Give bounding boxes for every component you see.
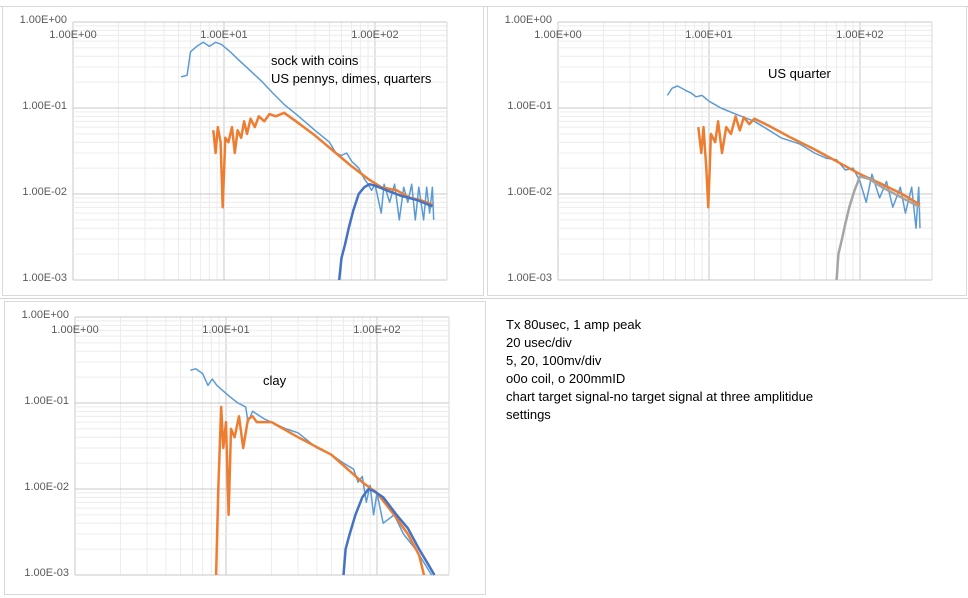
series-line-target-no-target[interactable] (697, 115, 921, 209)
plot-area (72, 21, 448, 281)
note-line: chart target signal-no target signal at … (506, 389, 814, 404)
series-line-no-target[interactable] (342, 487, 436, 576)
chart-annotation[interactable]: sock with coins US pennys, dimes, quarter… (271, 52, 431, 88)
x-tick-label: 1.00E+02 (836, 29, 884, 41)
y-tick-label: 1.00E+00 (19, 14, 67, 26)
series-line-no-target[interactable] (835, 175, 921, 281)
annotation-line: clay (263, 373, 287, 388)
x-tick-label: 1.00E+00 (534, 29, 582, 41)
y-tick-label: 1.00E-01 (507, 100, 552, 112)
y-tick-label: 1.00E-01 (24, 395, 69, 407)
x-tick-label: 1.00E+02 (353, 324, 401, 336)
y-tick-label: 1.00E-03 (507, 272, 552, 284)
note-line: Tx 80usec, 1 amp peak (506, 317, 642, 332)
y-tick-label: 1.00E-01 (22, 100, 67, 112)
series-line-signal[interactable] (180, 41, 435, 221)
chart-sock-with-coins[interactable]: 1.00E+00 1.00E-01 1.00E-02 1.00E-03 1.00E+00… (2, 6, 484, 296)
y-tick-label: 1.00E+00 (21, 309, 69, 321)
x-tick-label: 1.00E+01 (202, 324, 250, 336)
y-tick-label: 1.00E+00 (504, 14, 552, 26)
series-line-target-no-target[interactable] (214, 405, 426, 576)
note-line: 5, 20, 100mv/div (506, 353, 602, 368)
spreadsheet-row-top (0, 0, 968, 7)
y-tick-label: 1.00E-02 (507, 186, 552, 198)
x-tick-label: 1.00E+00 (51, 324, 99, 336)
annotation-line: US quarter (768, 66, 831, 81)
x-tick-label: 1.00E+02 (351, 29, 399, 41)
y-tick-label: 1.00E-03 (22, 272, 67, 284)
chart-us-quarter[interactable]: 1.00E+00 1.00E-01 1.00E-02 1.00E-03 1.00E+00… (487, 6, 967, 296)
notes-text: Tx 80usec, 1 amp peak 20 usec/div 5, 20,… (506, 316, 813, 424)
note-line: o0o coil, o 200mmID (506, 371, 626, 386)
y-tick-label: 1.00E-03 (24, 567, 69, 579)
series-line-no-target[interactable] (337, 182, 433, 281)
chart-clay[interactable]: 1.00E+00 1.00E-01 1.00E-02 1.00E-03 1.00E+00… (4, 301, 486, 595)
y-tick-label: 1.00E-02 (24, 481, 69, 493)
note-line: 20 usec/div (506, 335, 572, 350)
x-tick-label: 1.00E+01 (200, 29, 248, 41)
series-line-target-no-target[interactable] (212, 111, 433, 209)
spreadsheet-row-middle (0, 292, 968, 299)
chart-annotation[interactable]: US quarter (768, 65, 831, 83)
chart-annotation[interactable]: clay (263, 372, 286, 390)
plot-area (74, 316, 450, 576)
annotation-line: US pennys, dimes, quarters (271, 71, 432, 86)
y-tick-label: 1.00E-02 (22, 186, 67, 198)
plot-area (557, 21, 933, 281)
annotation-line: sock with coins (271, 53, 359, 68)
x-tick-label: 1.00E+00 (49, 29, 97, 41)
series-line-signal[interactable] (666, 85, 921, 229)
note-line: settings (506, 407, 551, 422)
x-tick-label: 1.00E+01 (685, 29, 733, 41)
